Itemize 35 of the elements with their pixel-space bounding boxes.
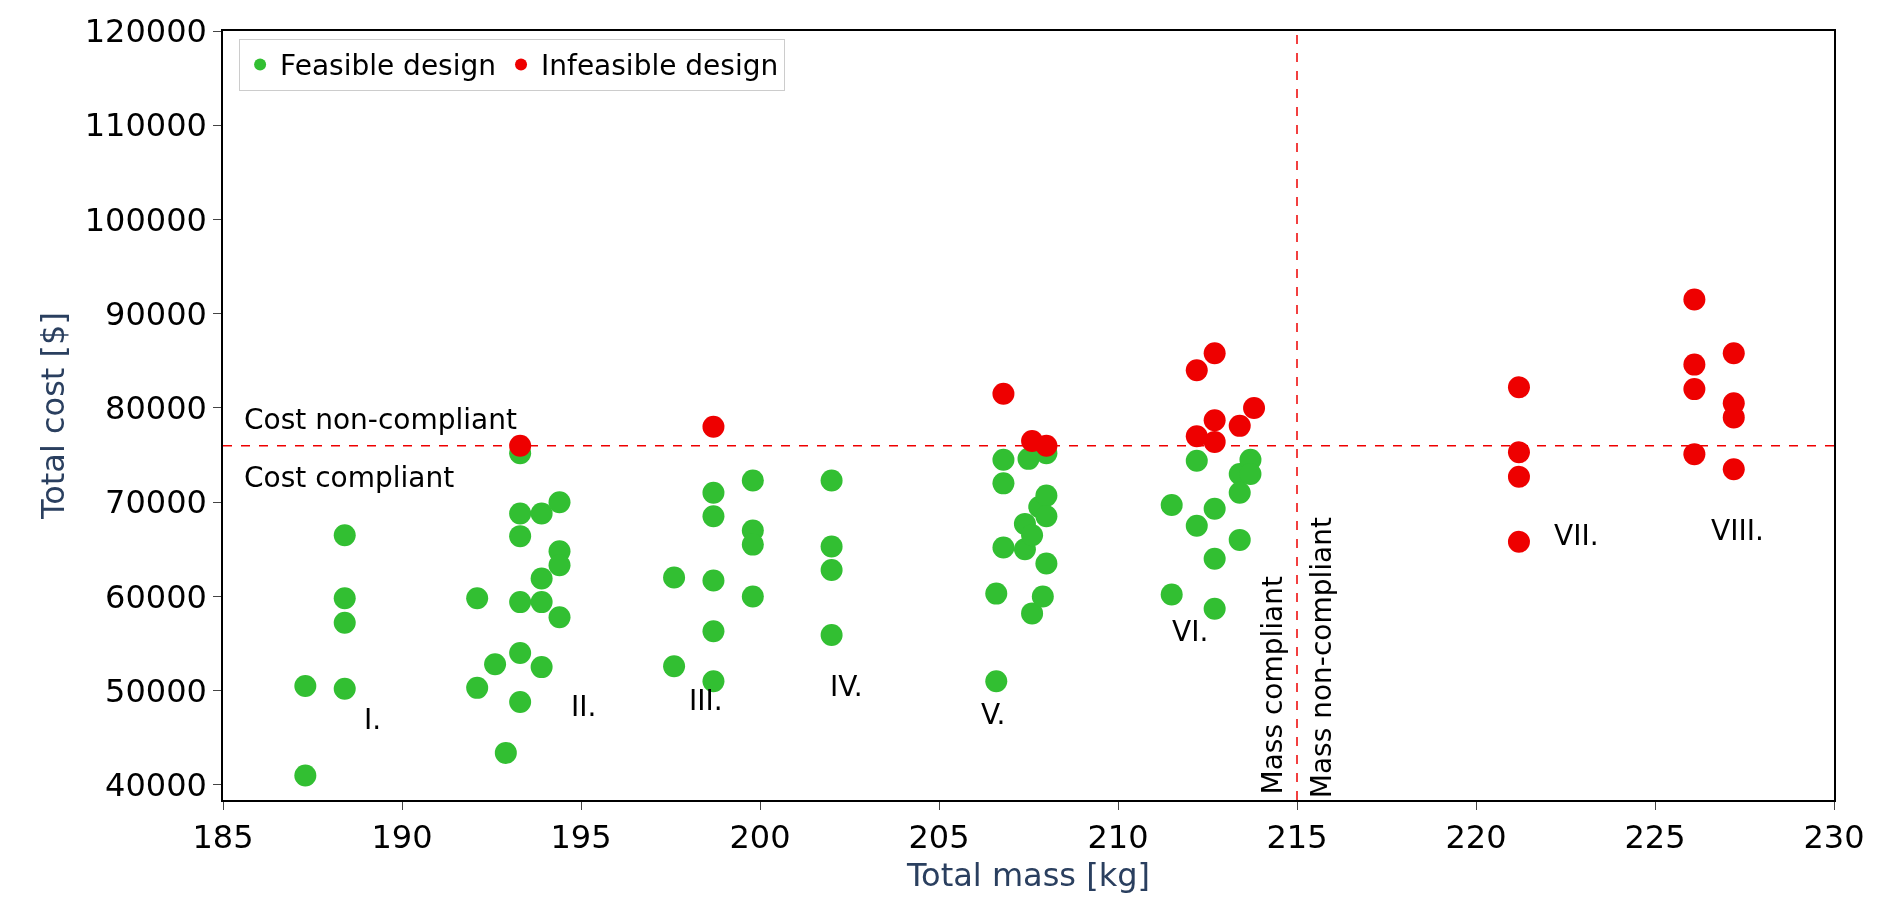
x-tick-label: 185 (192, 818, 254, 857)
x-axis-title: Total mass [kg] (905, 856, 1151, 895)
y-tick-label: 80000 (105, 389, 207, 428)
x-tick-label: 205 (908, 818, 970, 857)
y-tick-label: 60000 (105, 577, 207, 616)
annotation: VI. (1172, 615, 1209, 648)
x-tick-label: 190 (371, 818, 433, 857)
annotation: Cost compliant (244, 461, 455, 494)
x-tick-label: 230 (1803, 818, 1865, 857)
legend-label: Feasible design (280, 49, 497, 83)
x-tick-label: 200 (729, 818, 791, 857)
y-tick-label: 50000 (105, 671, 207, 710)
annotation: Mass non-compliant (1304, 517, 1338, 799)
y-tick-label: 120000 (84, 12, 207, 51)
x-tick-label: 225 (1624, 818, 1686, 857)
annotation: VII. (1554, 519, 1599, 552)
annotation: VIII. (1711, 514, 1764, 547)
x-tick-label: 215 (1266, 818, 1328, 857)
annotation: V. (981, 698, 1006, 731)
y-tick-label: 110000 (84, 106, 207, 145)
y-tick-label: 90000 (105, 294, 207, 333)
annotation: IV. (830, 670, 863, 703)
y-tick-label: 40000 (105, 766, 207, 805)
annotation: I. (364, 703, 382, 736)
annotation: III. (689, 684, 723, 717)
annotation: Mass compliant (1255, 576, 1289, 795)
x-tick-label: 210 (1087, 818, 1149, 857)
y-tick-label: 100000 (84, 200, 207, 239)
y-tick-label: 70000 (105, 483, 207, 522)
annotation: II. (571, 690, 597, 723)
x-tick-label: 195 (550, 818, 612, 857)
annotation: Cost non-compliant (244, 403, 517, 436)
x-tick-label: 220 (1445, 818, 1507, 857)
y-axis-title: Total cost [$] (34, 312, 73, 520)
legend-label: Infeasible design (541, 49, 779, 83)
